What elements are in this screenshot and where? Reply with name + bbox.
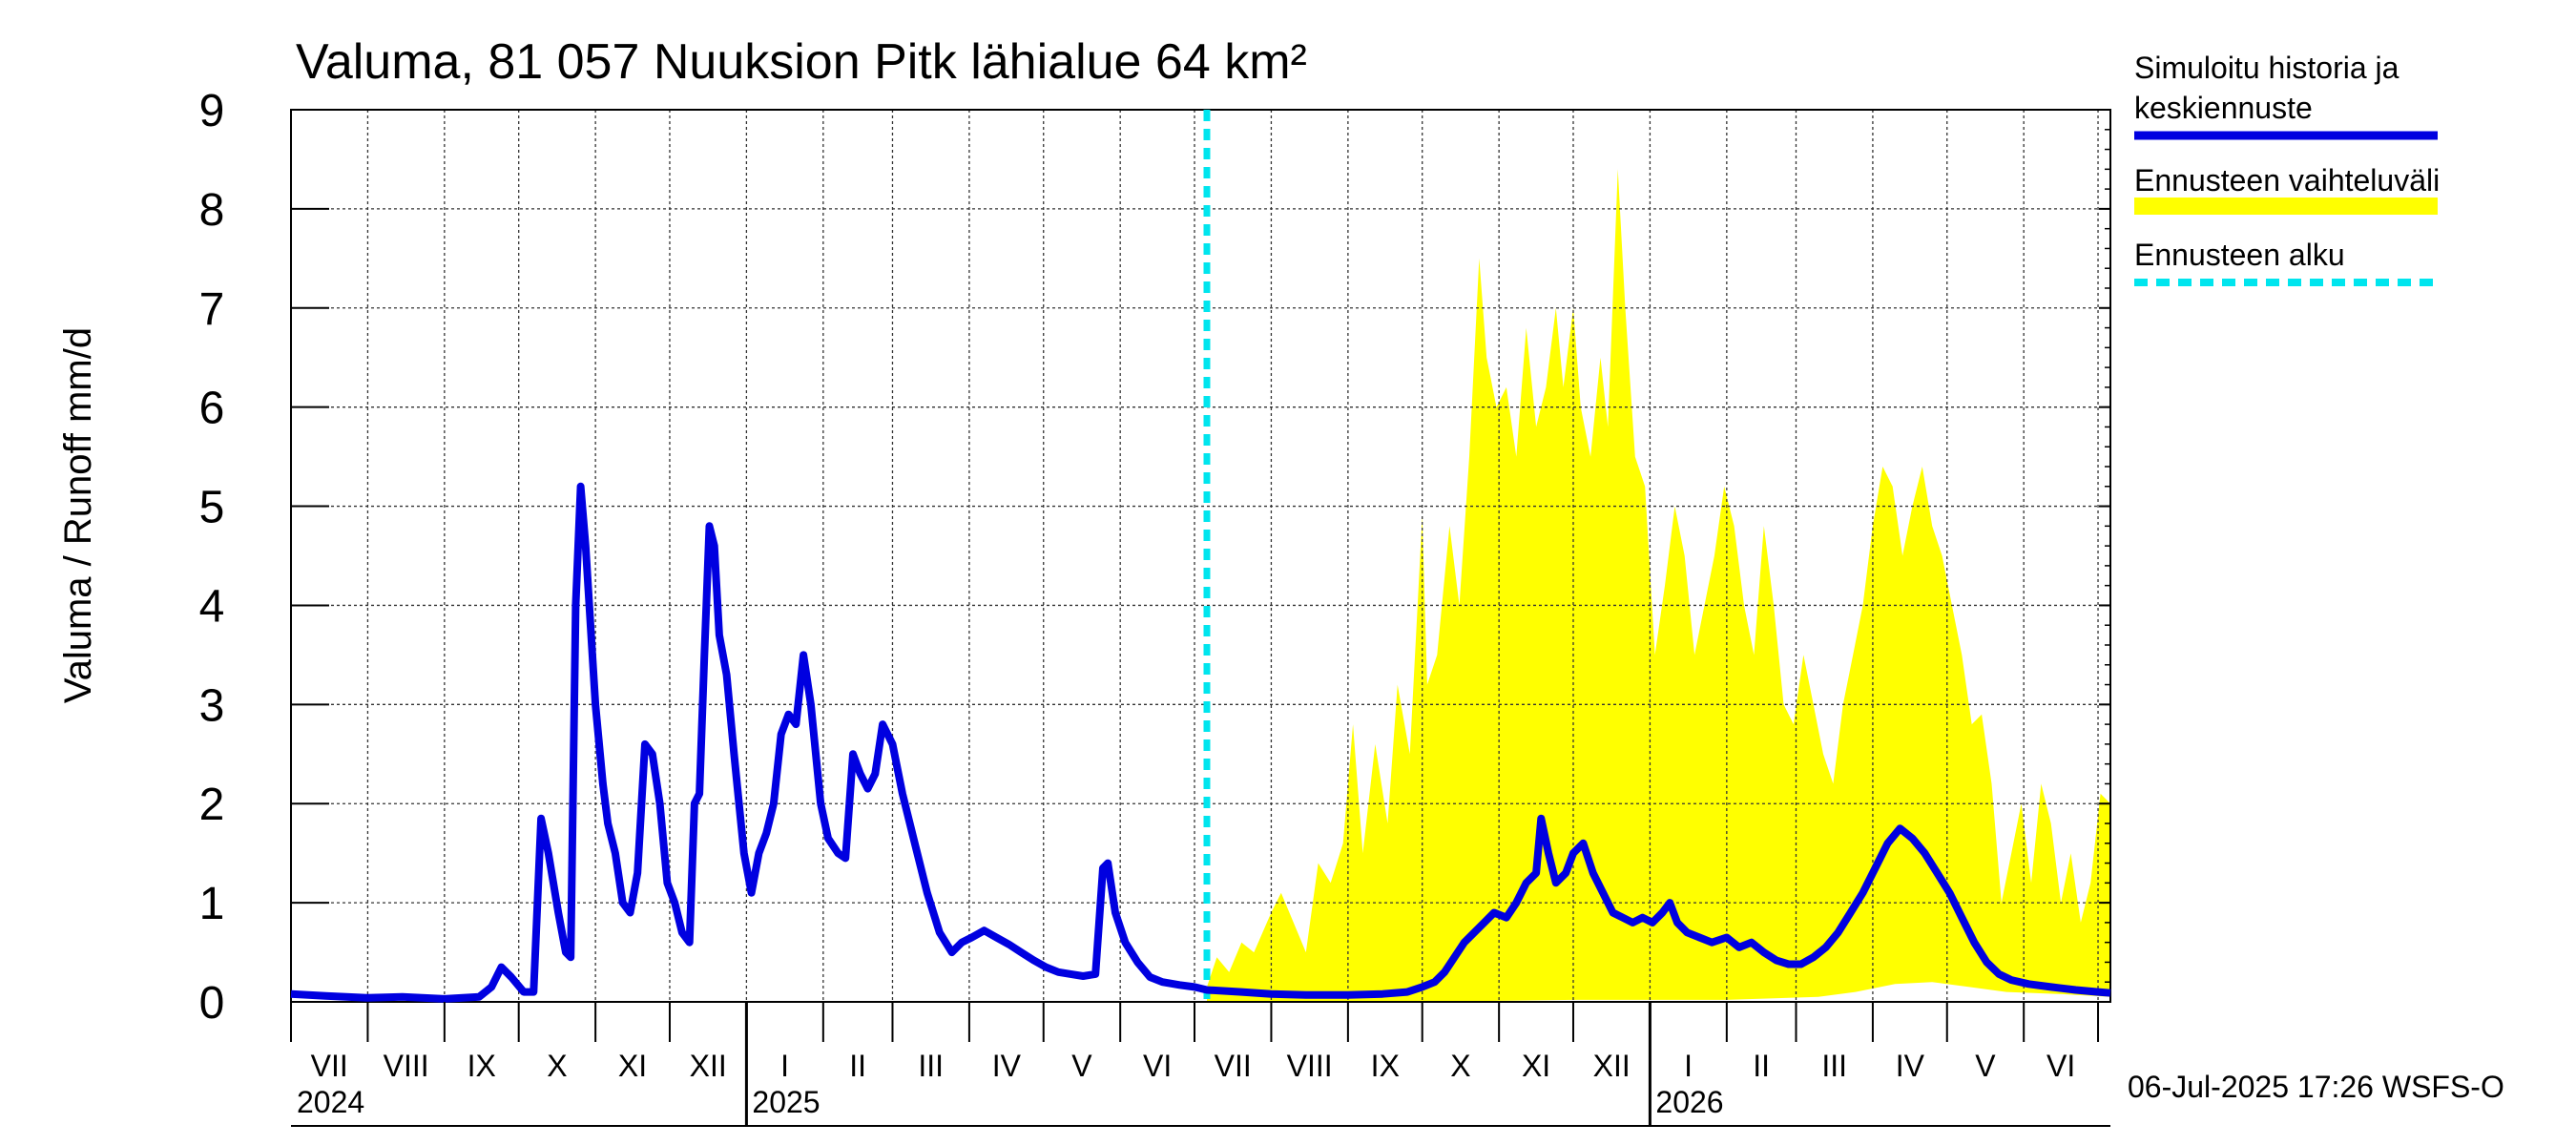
y-tick-label: 8 (199, 185, 225, 236)
legend-label: keskiennuste (2134, 91, 2313, 125)
month-label: IX (1371, 1049, 1400, 1083)
month-label: IV (992, 1049, 1022, 1083)
y-tick-label: 7 (199, 284, 225, 335)
month-label: II (849, 1049, 866, 1083)
month-label: XI (1522, 1049, 1550, 1083)
series-line-simulated (290, 482, 2111, 1003)
y-tick-label: 2 (199, 780, 225, 830)
month-label: X (1450, 1049, 1470, 1083)
month-label: III (918, 1049, 944, 1083)
month-label: IV (1896, 1049, 1925, 1083)
chart-title: Valuma, 81 057 Nuuksion Pitk lähialue 64… (296, 34, 1307, 90)
forecast-range-band (1207, 169, 2110, 1003)
month-label: XI (618, 1049, 647, 1083)
month-label: VII (311, 1049, 348, 1083)
legend: Simuloitu historia ja keskiennuste Ennuste… (2134, 51, 2440, 286)
y-tick-label: 1 (199, 879, 225, 929)
y-axis-label: Valuma / Runoff mm/d (57, 327, 99, 703)
month-label: VI (2046, 1049, 2075, 1083)
y-tick-label: 0 (199, 978, 225, 1029)
month-label: V (1071, 1049, 1092, 1083)
month-label: XII (690, 1049, 727, 1083)
y-tick-label: 9 (199, 86, 225, 136)
month-label: V (1975, 1049, 1996, 1083)
y-tick-label: 3 (199, 680, 225, 731)
legend-label: Simuloitu historia ja (2134, 51, 2399, 85)
plot-area (290, 109, 2111, 1003)
month-label: II (1753, 1049, 1770, 1083)
year-label: 2024 (297, 1085, 364, 1119)
month-label: VIII (384, 1049, 429, 1083)
year-label: 2026 (1655, 1085, 1723, 1119)
y-axis: 0 1 2 3 4 5 6 7 8 9 (199, 86, 2110, 1029)
month-label: III (1821, 1049, 1847, 1083)
legend-label: Ennusteen vaihteluväli (2134, 163, 2440, 198)
footer-timestamp: 06-Jul-2025 17:26 WSFS-O (2128, 1070, 2504, 1104)
month-label: X (547, 1049, 567, 1083)
month-label: VI (1143, 1049, 1172, 1083)
plot-frame (290, 109, 2111, 1003)
y-tick-label: 6 (199, 384, 225, 434)
y-tick-label: 4 (199, 581, 225, 632)
month-label: I (780, 1049, 789, 1083)
y-tick-label: 5 (199, 483, 225, 533)
month-label: VII (1215, 1049, 1252, 1083)
month-label: XII (1593, 1049, 1631, 1083)
month-label: VIII (1287, 1049, 1333, 1083)
year-label: 2025 (752, 1085, 820, 1119)
month-label: I (1684, 1049, 1693, 1083)
x-axis: VII VIII IX X XI XII I II III IV V VI VII VIII IX X XI XI… (290, 1002, 2110, 1127)
legend-label: Ennusteen alku (2134, 238, 2345, 272)
month-label: IX (467, 1049, 496, 1083)
